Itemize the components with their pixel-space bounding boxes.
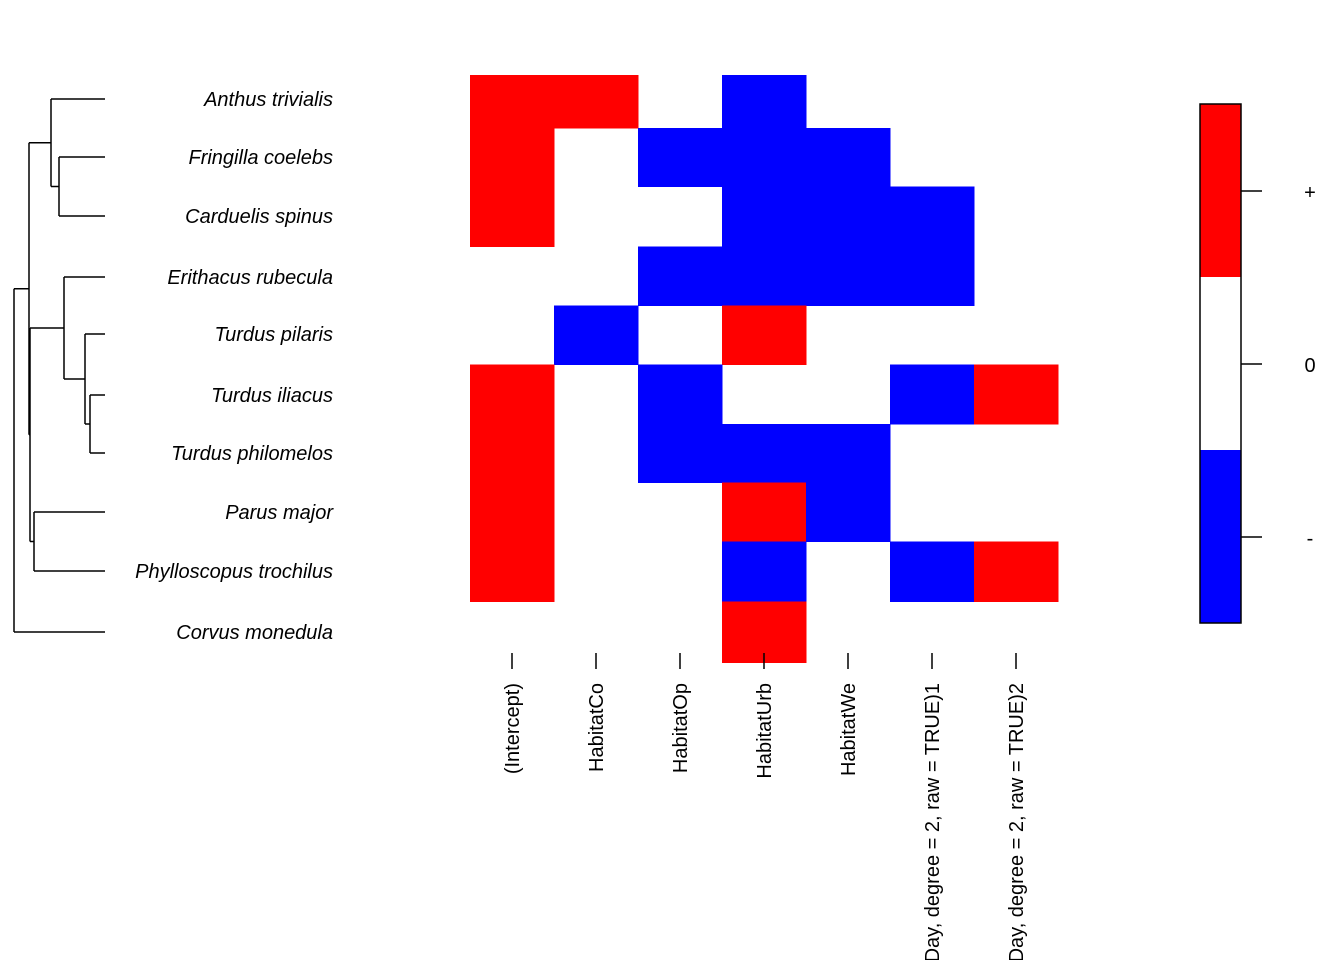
heatmap-cell <box>470 364 555 425</box>
column-label: HabitatOp <box>670 683 692 773</box>
species-label: Phylloscopus trochilus <box>135 561 333 583</box>
heatmap-cell <box>974 541 1059 602</box>
heatmap-cell <box>890 186 975 247</box>
legend-label: 0 <box>1304 355 1315 377</box>
column-labels: (Intercept) HabitatCo HabitatOp HabitatUrb H… <box>502 653 1028 960</box>
heatmap-cell <box>470 75 555 129</box>
species-label: Anthus trivialis <box>203 89 333 111</box>
heatmap-cell <box>806 482 891 542</box>
species-label: Parus major <box>225 502 334 524</box>
heatmap-cell <box>470 482 555 542</box>
species-labels: Anthus trivialis Fringilla coelebs Carduel… <box>135 89 334 644</box>
phylogenetic-tree <box>13 98 105 633</box>
heatmap-cell <box>470 541 555 602</box>
heatmap-cell <box>722 424 807 483</box>
heatmap-cell <box>722 75 807 129</box>
heatmap-cell <box>722 186 807 247</box>
heatmap-cell <box>806 186 891 247</box>
heatmap-cell <box>890 541 975 602</box>
species-label: Turdus philomelos <box>171 443 333 465</box>
heatmap-cell <box>722 601 807 663</box>
heatmap-cell <box>470 186 555 247</box>
column-label: HabitatUrb <box>754 683 776 779</box>
heatmap-cell <box>806 424 891 483</box>
heatmap-cell <box>638 128 723 187</box>
heatmap-cell <box>890 364 975 425</box>
column-label: HabitatWe <box>838 683 860 776</box>
heatmap-cell <box>722 246 807 306</box>
legend-label: - <box>1307 528 1314 550</box>
heatmap-cell <box>554 305 639 365</box>
heatmap-cell <box>806 246 891 306</box>
species-label: Fringilla coelebs <box>188 147 333 169</box>
heatmap-cell <box>638 424 723 483</box>
species-label: Corvus monedula <box>176 622 333 644</box>
heatmap-cell <box>890 246 975 306</box>
column-label: poly(Day, degree = 2, raw = TRUE)1 <box>922 683 944 960</box>
species-label: Carduelis spinus <box>185 206 333 228</box>
heatmap-cell <box>470 424 555 483</box>
heatmap-cell <box>554 75 639 129</box>
column-label: poly(Day, degree = 2, raw = TRUE)2 <box>1006 683 1028 960</box>
heatmap-cells <box>470 75 1059 663</box>
column-label: (Intercept) <box>502 683 524 774</box>
heatmap-cell <box>638 364 723 425</box>
column-label: HabitatCo <box>586 683 608 772</box>
heatmap-cell <box>722 305 807 365</box>
heatmap-cell <box>974 364 1059 425</box>
species-label: Turdus iliacus <box>211 385 333 407</box>
color-legend: +0 - <box>1199 103 1316 624</box>
heatmap-cell <box>722 128 807 187</box>
species-label: Erithacus rubecula <box>167 267 333 289</box>
legend-swatch <box>1200 277 1241 450</box>
heatmap-cell <box>470 128 555 187</box>
legend-swatch <box>1200 450 1241 623</box>
heatmap-cell <box>638 246 723 306</box>
species-label: Turdus pilaris <box>214 324 333 346</box>
legend-swatch <box>1200 104 1241 277</box>
heatmap-cell <box>722 482 807 542</box>
legend-label: + <box>1304 182 1316 204</box>
heatmap-cell <box>806 128 891 187</box>
heatmap-cell <box>722 541 807 602</box>
